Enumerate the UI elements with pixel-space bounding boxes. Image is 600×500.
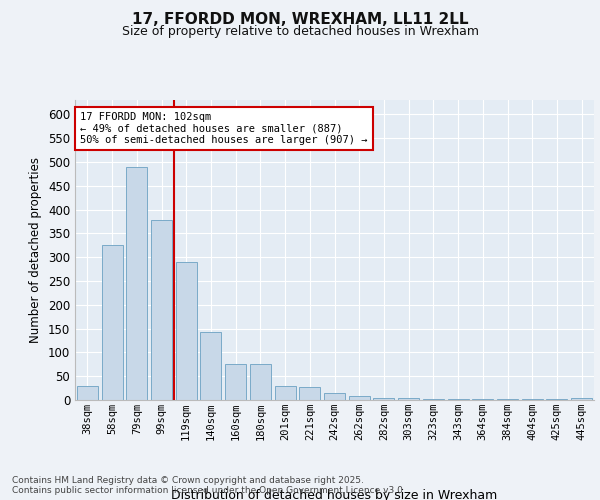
Text: Contains HM Land Registry data © Crown copyright and database right 2025.
Contai: Contains HM Land Registry data © Crown c…	[12, 476, 406, 495]
Bar	[522, 399, 543, 400]
Bar	[423, 398, 444, 400]
Bar	[126, 166, 147, 400]
Bar	[77, 386, 98, 400]
Text: 17, FFORDD MON, WREXHAM, LL11 2LL: 17, FFORDD MON, WREXHAM, LL11 2LL	[132, 12, 468, 28]
Bar	[225, 364, 246, 400]
X-axis label: Distribution of detached houses by size in Wrexham: Distribution of detached houses by size …	[172, 489, 497, 500]
Bar	[151, 220, 172, 400]
Bar	[472, 399, 493, 400]
Bar	[571, 398, 592, 400]
Bar	[349, 396, 370, 400]
Bar	[200, 332, 221, 400]
Bar	[398, 398, 419, 400]
Bar	[373, 398, 394, 400]
Bar	[101, 245, 122, 400]
Bar	[497, 399, 518, 400]
Bar	[176, 262, 197, 400]
Bar	[448, 399, 469, 400]
Bar	[250, 364, 271, 400]
Bar	[275, 386, 296, 400]
Text: 17 FFORDD MON: 102sqm
← 49% of detached houses are smaller (887)
50% of semi-det: 17 FFORDD MON: 102sqm ← 49% of detached …	[80, 112, 368, 145]
Bar	[324, 394, 345, 400]
Bar	[299, 386, 320, 400]
Text: Size of property relative to detached houses in Wrexham: Size of property relative to detached ho…	[121, 25, 479, 38]
Y-axis label: Number of detached properties: Number of detached properties	[29, 157, 43, 343]
Bar	[547, 399, 568, 400]
